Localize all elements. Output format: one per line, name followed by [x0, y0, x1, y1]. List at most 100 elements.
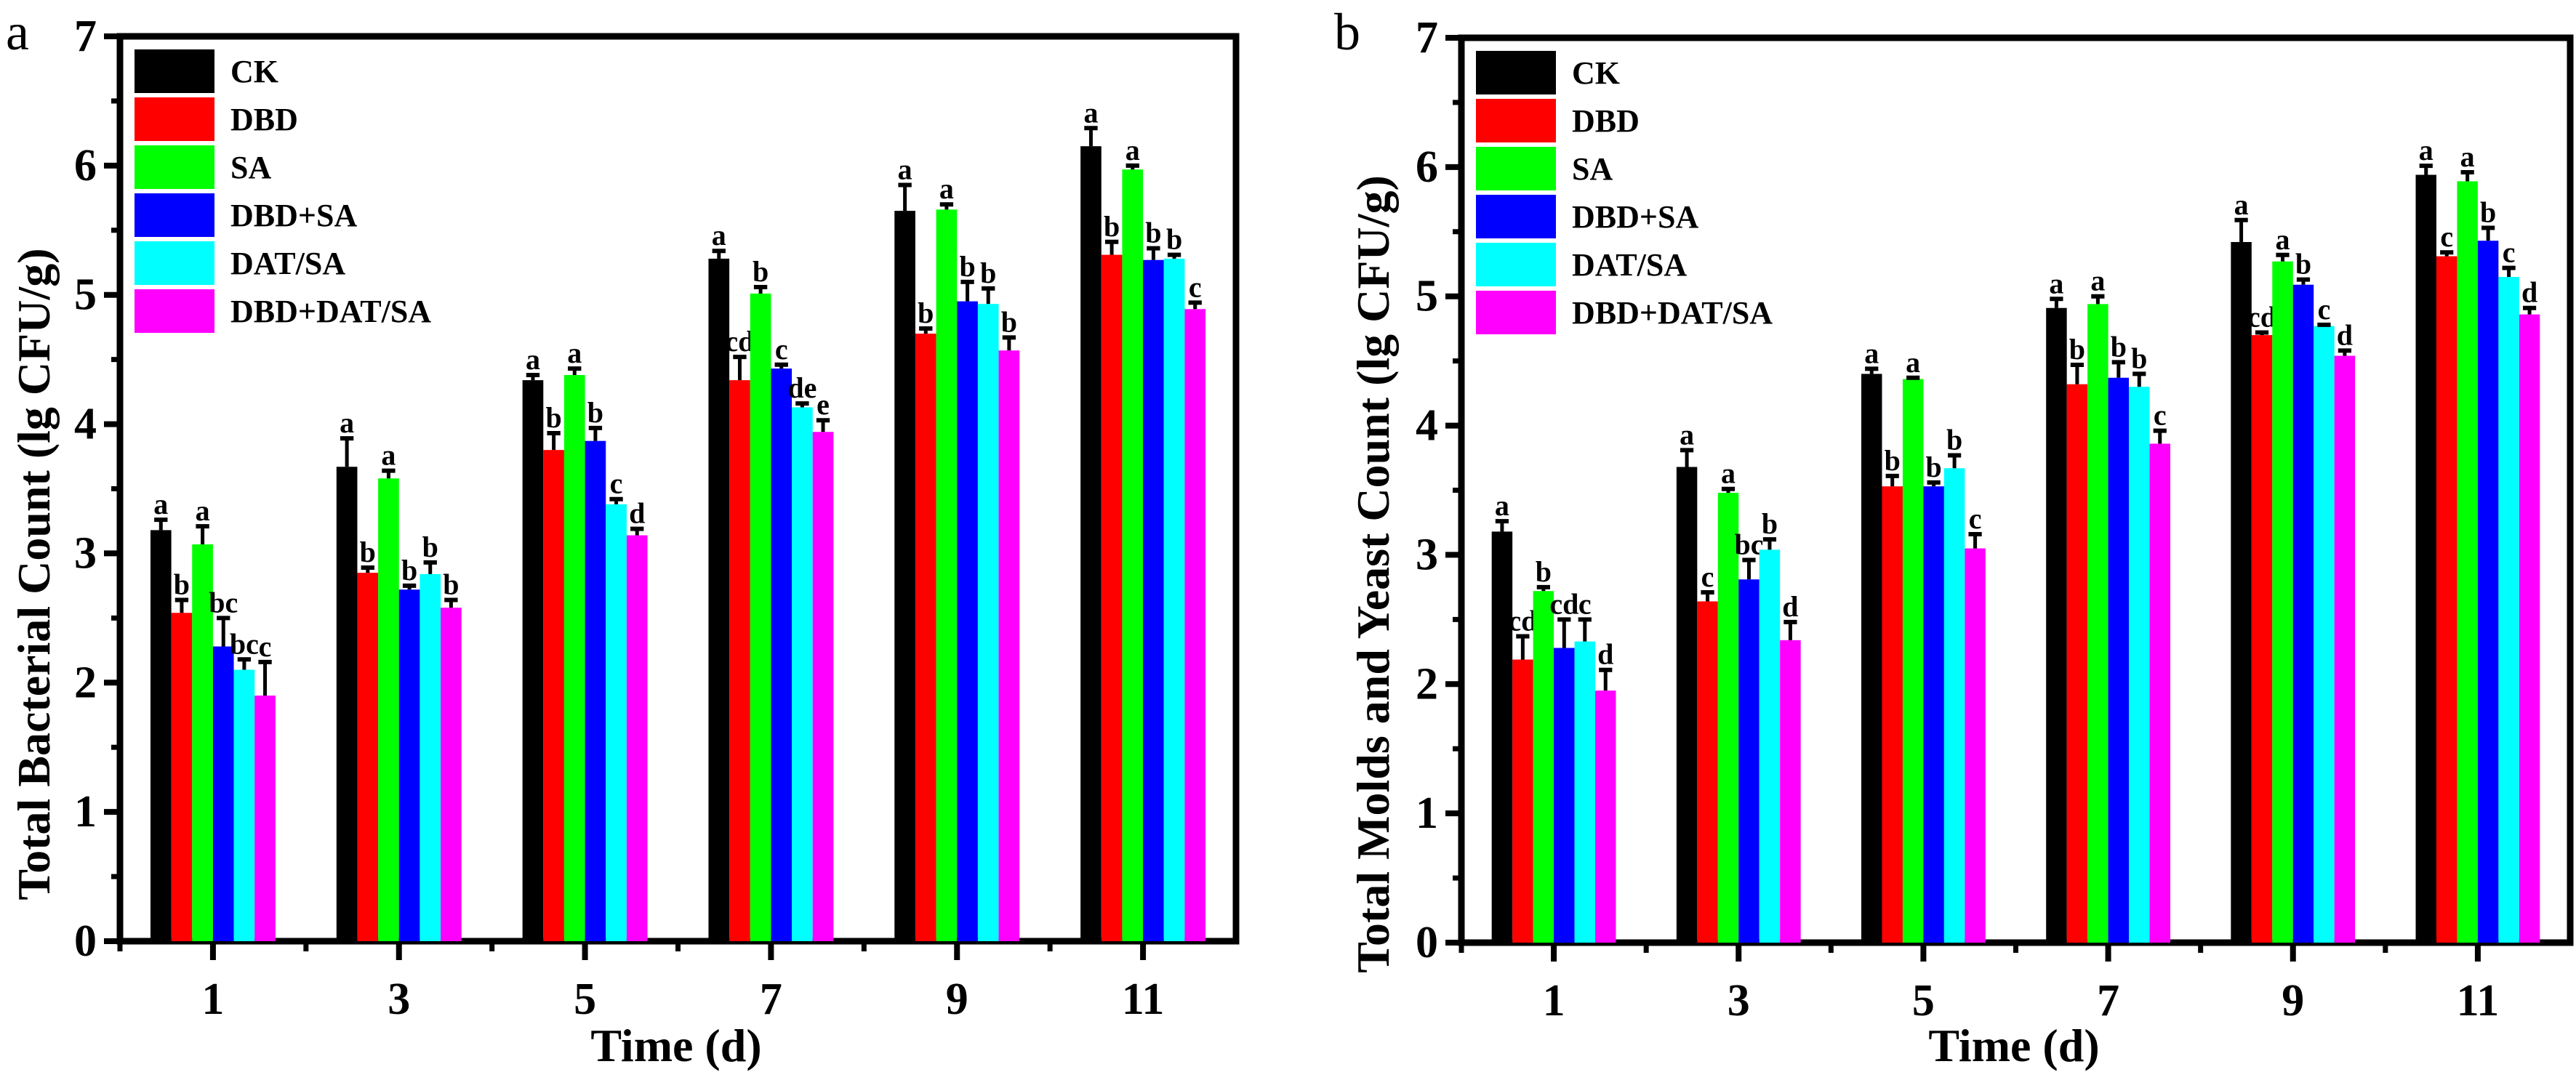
- bar-dbd: [171, 613, 193, 941]
- significance-label: e: [816, 388, 830, 421]
- legend-label: SA: [1572, 151, 1613, 187]
- bar-dbd-dat-sa: [1595, 690, 1616, 943]
- bar-ck: [1676, 467, 1698, 943]
- y-tick-label: 4: [1416, 401, 1438, 451]
- significance-label: b: [2295, 248, 2311, 281]
- significance-label: c: [775, 333, 788, 366]
- x-tick-label: 3: [1728, 976, 1750, 1025]
- significance-label: a: [153, 488, 168, 520]
- bar-ck: [150, 530, 172, 941]
- panel-b-xlabel: Time (d): [1928, 1020, 2099, 1071]
- significance-label: a: [2276, 223, 2290, 256]
- x-tick-label: 7: [760, 975, 782, 1024]
- x-tick-label: 3: [388, 975, 410, 1024]
- bar-ck: [2046, 307, 2067, 943]
- bar-dat-sa: [1759, 549, 1781, 943]
- significance-label: b: [918, 297, 934, 329]
- legend-label: DBD+SA: [1572, 199, 1698, 235]
- bar-ck: [1861, 374, 1882, 943]
- panel-a-ylabel: Total Bacterial Count (lg CFU/g): [8, 248, 60, 900]
- significance-label: a: [381, 439, 396, 472]
- significance-label: cd: [1508, 604, 1537, 637]
- bar-dbd-dat-sa: [2519, 314, 2540, 943]
- significance-label: a: [1126, 134, 1140, 166]
- significance-label: c: [1969, 502, 1982, 535]
- significance-label: a: [567, 337, 582, 369]
- bar-sa: [1122, 169, 1144, 941]
- significance-label: b: [587, 396, 603, 429]
- panel-a-chart: a Total Bacterial Count (lg CFU/g) Time …: [6, 3, 1240, 1071]
- bar-dbd-dat-sa: [2334, 355, 2356, 943]
- bar-sa: [192, 544, 213, 941]
- legend-swatch: [1476, 195, 1556, 238]
- bar-dbd-dat-sa: [441, 608, 462, 941]
- bar-sa: [2087, 304, 2108, 943]
- significance-label: a: [898, 153, 912, 186]
- significance-label: b: [1104, 210, 1120, 243]
- significance-label: a: [1680, 418, 1694, 451]
- significance-label: b: [2131, 342, 2147, 374]
- significance-label: cd: [2247, 301, 2276, 334]
- bar-dbd-dat-sa: [254, 696, 276, 941]
- significance-label: a: [526, 343, 540, 376]
- panel-a-label: a: [6, 3, 29, 61]
- panel-a-xlabel: Time (d): [590, 1020, 761, 1071]
- y-tick-label: 1: [74, 787, 97, 837]
- bar-dbd-dat-sa: [1965, 548, 1986, 943]
- significance-label: a: [2419, 134, 2433, 166]
- significance-label: b: [2480, 196, 2496, 228]
- significance-label: a: [1495, 489, 1509, 522]
- bar-sa: [1533, 591, 1554, 943]
- significance-label: a: [1906, 346, 1920, 379]
- significance-label: bc: [230, 627, 259, 660]
- x-tick-label: 9: [946, 975, 968, 1024]
- bar-dbd-sa: [771, 368, 793, 941]
- significance-label: b: [1536, 555, 1552, 588]
- legend-swatch: [135, 49, 214, 93]
- x-tick-label: 1: [1543, 976, 1565, 1025]
- significance-label: a: [939, 172, 954, 205]
- bar-sa: [563, 374, 585, 941]
- bar-dbd: [1512, 659, 1533, 943]
- significance-label: d: [1782, 590, 1798, 623]
- legend-swatch: [1476, 51, 1556, 94]
- significance-label: a: [2049, 267, 2063, 299]
- significance-label: cd: [725, 325, 754, 358]
- legend-swatch: [1476, 147, 1556, 190]
- x-tick-label: 1: [201, 975, 224, 1024]
- significance-label: bc: [209, 586, 238, 618]
- legend-label: DBD: [230, 102, 298, 137]
- y-tick-label: 7: [74, 12, 97, 61]
- bar-dbd-dat-sa: [1184, 309, 1206, 941]
- legend-swatch: [135, 193, 214, 237]
- bar-dbd-sa: [1554, 648, 1575, 943]
- significance-label: a: [196, 494, 210, 527]
- y-tick-label: 7: [1416, 13, 1438, 63]
- significance-label: c: [1189, 270, 1202, 303]
- bar-dbd: [1697, 601, 1718, 943]
- y-tick-label: 4: [74, 400, 97, 449]
- bar-dbd: [2066, 384, 2088, 943]
- significance-label: b: [422, 531, 438, 563]
- bar-dat-sa: [606, 504, 627, 941]
- bar-sa: [750, 293, 771, 942]
- significance-label: b: [174, 568, 190, 600]
- significance-label: a: [340, 406, 354, 439]
- significance-label: de: [787, 371, 816, 404]
- bar-dbd-sa: [585, 440, 606, 941]
- y-tick-label: 2: [1416, 659, 1438, 709]
- y-tick-label: 2: [74, 658, 97, 707]
- bar-sa: [2457, 181, 2478, 943]
- bar-dbd-sa: [212, 646, 234, 941]
- significance-label: c: [610, 467, 623, 500]
- bar-dbd-dat-sa: [2149, 443, 2170, 943]
- bar-dbd: [2251, 335, 2273, 943]
- y-tick-label: 1: [1416, 789, 1438, 838]
- bar-dbd-dat-sa: [626, 535, 648, 941]
- legend-label: CK: [1572, 55, 1620, 91]
- bar-dat-sa: [420, 573, 441, 941]
- bar-sa: [936, 209, 958, 941]
- significance-label: b: [1885, 444, 1901, 477]
- y-tick-label: 0: [1416, 918, 1438, 967]
- bar-dbd: [357, 573, 379, 941]
